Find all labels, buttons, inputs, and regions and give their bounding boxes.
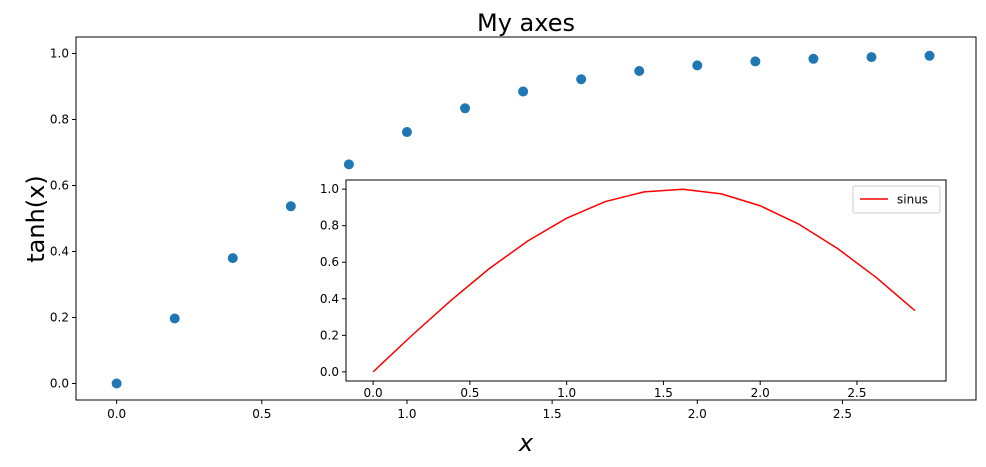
inset-y-tick-label: 0.0 xyxy=(320,365,339,379)
main-y-tick-label: 0.6 xyxy=(50,179,69,193)
main-x-tick-label: 0.0 xyxy=(107,407,126,421)
inset-x-tick-label: 0.5 xyxy=(460,386,479,400)
inset-line-series xyxy=(372,188,916,373)
inset-x-tick-label: 1.5 xyxy=(654,386,673,400)
main-x-tick-label: 0.5 xyxy=(252,407,271,421)
inset-y-tick-label: 1.0 xyxy=(320,182,339,196)
main-x-label: x xyxy=(518,429,534,457)
main-y-tick-label: 1.0 xyxy=(50,47,69,61)
main-y-label: tanh(x) xyxy=(22,175,50,262)
scatter-point xyxy=(285,201,296,212)
scatter-point xyxy=(111,378,122,389)
scatter-point xyxy=(692,60,703,71)
scatter-point xyxy=(808,53,819,64)
scatter-point xyxy=(866,52,877,63)
scatter-point xyxy=(750,56,761,67)
inset-x-tick-label: 1.0 xyxy=(557,386,576,400)
main-y-tick-label: 0.0 xyxy=(50,377,69,391)
scatter-point xyxy=(169,313,180,324)
sinus-line xyxy=(372,188,916,373)
main-y-tick-label: 0.2 xyxy=(50,311,69,325)
inset-legend: sinus xyxy=(852,185,941,214)
main-axes: 0.0 0.5 1.0 1.5 2.0 2.5 0.0 0.2 0.4 0.6 0.8 1.0 My… xyxy=(22,9,977,457)
scatter-point xyxy=(576,74,587,85)
legend-label-sinus: sinus xyxy=(897,193,928,207)
main-y-tick-label: 0.4 xyxy=(50,245,69,259)
inset-y-tick-label: 0.6 xyxy=(320,255,339,269)
main-axes-frame xyxy=(75,36,977,401)
inset-y-tick-label: 0.8 xyxy=(320,219,339,233)
inset-background xyxy=(346,180,946,381)
main-y-ticks: 0.0 0.2 0.4 0.6 0.8 1.0 xyxy=(50,47,76,391)
main-y-tick-label: 0.8 xyxy=(50,113,69,127)
main-x-tick-label: 2.0 xyxy=(688,407,707,421)
inset-x-tick-label: 0.0 xyxy=(364,386,383,400)
inset-x-ticks: 0.0 0.5 1.0 1.5 2.0 2.5 xyxy=(364,381,867,400)
inset-axes: 0.0 0.5 1.0 1.5 2.0 2.5 0.0 0.2 0.4 0.6 0.8 1.0 si… xyxy=(320,179,947,400)
main-x-tick-label: 1.0 xyxy=(397,407,416,421)
inset-y-tick-label: 0.4 xyxy=(320,292,339,306)
scatter-point xyxy=(924,50,935,61)
main-scatter-series xyxy=(111,50,935,389)
main-x-tick-label: 2.5 xyxy=(833,407,852,421)
scatter-point xyxy=(460,103,471,114)
main-x-ticks: 0.0 0.5 1.0 1.5 2.0 2.5 xyxy=(107,400,852,421)
main-title: My axes xyxy=(477,9,575,37)
inset-y-ticks: 0.0 0.2 0.4 0.6 0.8 1.0 xyxy=(320,182,346,379)
inset-y-tick-label: 0.2 xyxy=(320,328,339,342)
scatter-point xyxy=(227,253,238,264)
scatter-point xyxy=(634,65,645,76)
main-x-tick-label: 1.5 xyxy=(543,407,562,421)
inset-axes-frame xyxy=(345,179,947,382)
scatter-point xyxy=(343,159,354,170)
inset-x-tick-label: 2.0 xyxy=(751,386,770,400)
scatter-point xyxy=(401,127,412,138)
inset-x-tick-label: 2.5 xyxy=(847,386,866,400)
legend-box xyxy=(852,185,941,214)
scatter-point xyxy=(518,86,529,97)
